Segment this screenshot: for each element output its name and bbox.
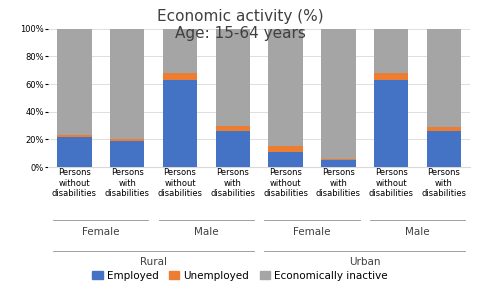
Text: Economic activity (%)
Age: 15-64 years: Economic activity (%) Age: 15-64 years (156, 9, 324, 41)
Bar (57, 29, 92, 135)
Bar (374, 80, 408, 167)
Bar (427, 131, 461, 167)
Bar (321, 160, 356, 167)
Bar (57, 135, 92, 137)
Bar (163, 29, 197, 73)
Bar (321, 29, 356, 159)
Bar (216, 126, 250, 131)
Text: Female: Female (82, 227, 120, 237)
Bar (110, 29, 144, 139)
Bar (268, 146, 303, 152)
Bar (374, 29, 408, 73)
Bar (110, 139, 144, 141)
Text: Female: Female (293, 227, 331, 237)
Bar (163, 80, 197, 167)
Bar (427, 29, 461, 127)
Bar (110, 141, 144, 167)
Bar (57, 137, 92, 167)
Bar (268, 152, 303, 167)
Bar (216, 29, 250, 126)
Text: Male: Male (194, 227, 219, 237)
Text: Rural: Rural (140, 257, 167, 267)
Bar (163, 73, 197, 80)
Text: Male: Male (405, 227, 430, 237)
Text: Urban: Urban (349, 257, 381, 267)
Bar (427, 127, 461, 131)
Bar (374, 73, 408, 80)
Bar (268, 29, 303, 146)
Legend: Employed, Unemployed, Economically inactive: Employed, Unemployed, Economically inact… (90, 269, 390, 283)
Bar (321, 159, 356, 160)
Bar (216, 131, 250, 167)
